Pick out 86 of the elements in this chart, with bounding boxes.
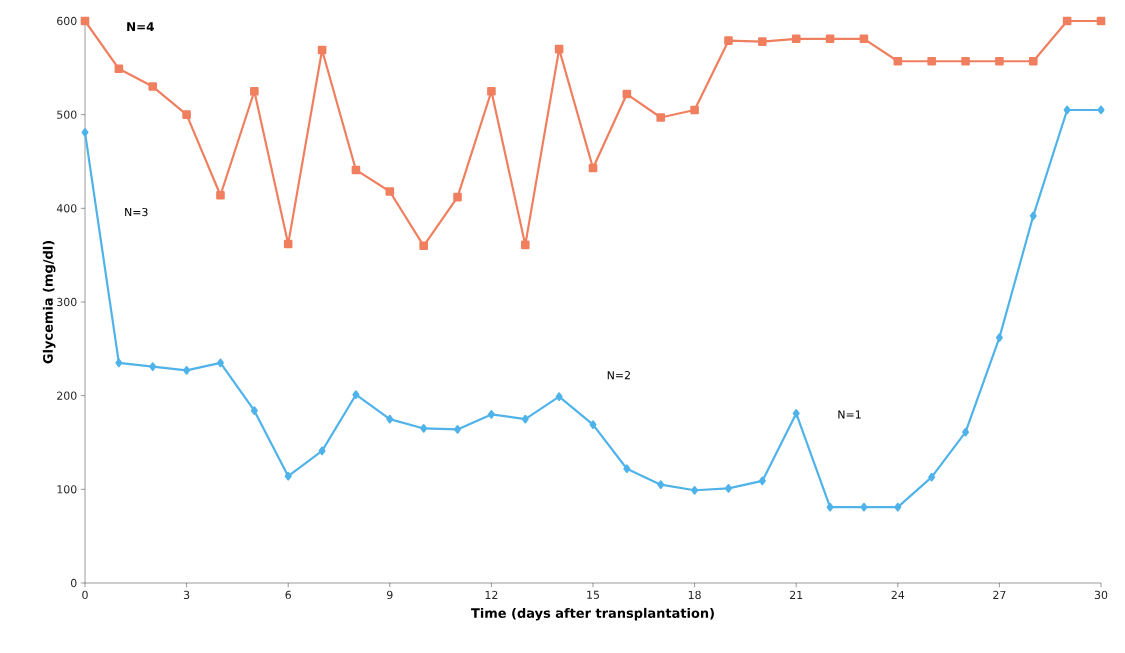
point [995,333,1003,342]
point [758,37,767,46]
point [453,192,462,202]
point [724,484,732,493]
point [386,414,394,424]
point [622,89,632,99]
point [961,56,970,66]
y-tick-label: 0 [70,578,77,588]
y-axis-title: Glycemia (mg/dl) [42,240,56,364]
point [216,358,224,368]
point [690,105,699,115]
point [182,110,191,119]
point [589,420,597,429]
point [962,427,970,437]
point [487,410,495,419]
point [791,34,801,44]
x-tick-label: 18 [688,590,701,600]
x-tick-label: 21 [790,590,803,599]
point [555,392,563,401]
point [656,113,666,122]
point [283,239,293,249]
point [860,502,868,512]
x-tick-label: 3 [183,590,190,600]
point [385,187,395,196]
point [81,128,89,137]
x-tick-label: 0 [82,590,88,600]
point [420,424,428,433]
point [318,446,326,456]
point [928,472,936,482]
y-tick-label: 400 [56,204,77,213]
point [454,425,462,434]
point [1028,56,1038,66]
point [554,44,564,54]
x-tick-label: 9 [387,590,393,600]
y-tick-label: 300 [57,297,77,307]
point [1063,105,1071,115]
point [250,86,259,96]
point [724,36,733,45]
point [284,471,292,481]
point [1096,16,1106,26]
point [995,56,1004,66]
y-tick-label: 500 [57,110,77,119]
annotation: N=2 [607,371,630,380]
point [487,86,496,96]
point [588,163,598,173]
point [521,414,529,424]
point [317,45,327,55]
point [250,406,258,415]
point [1097,105,1105,115]
point [520,240,530,250]
point [792,409,800,418]
point [352,390,360,400]
x-tick-label: 27 [993,590,1006,599]
annotation: N=4 [127,22,154,31]
point [623,464,631,474]
x-tick-label: 6 [285,590,291,600]
point [691,485,699,495]
y-tick-label: 200 [57,391,77,400]
point [825,34,835,44]
point [758,476,766,486]
annotation: N=1 [838,410,861,419]
point [149,362,157,371]
point [859,34,869,44]
x-tick-label: 15 [587,590,600,599]
point [1029,211,1037,221]
point [114,64,124,74]
point [351,165,361,175]
point [80,16,90,26]
point [894,502,902,512]
point [115,358,123,368]
point [893,56,903,66]
y-tick-label: 600 [57,16,77,26]
annotation: N=3 [125,207,148,217]
point [826,502,834,512]
x-tick-label: 30 [1094,590,1108,600]
x-axis-title: Time (days after transplantation) [471,607,714,621]
point [419,241,428,251]
point [183,366,191,375]
point [216,190,225,200]
point [927,56,936,66]
point [1062,16,1072,26]
x-tick-label: 12 [485,590,498,599]
y-tick-label: 100 [57,485,77,494]
x-tick-label: 24 [891,590,905,599]
point [657,480,665,489]
point [148,82,158,91]
